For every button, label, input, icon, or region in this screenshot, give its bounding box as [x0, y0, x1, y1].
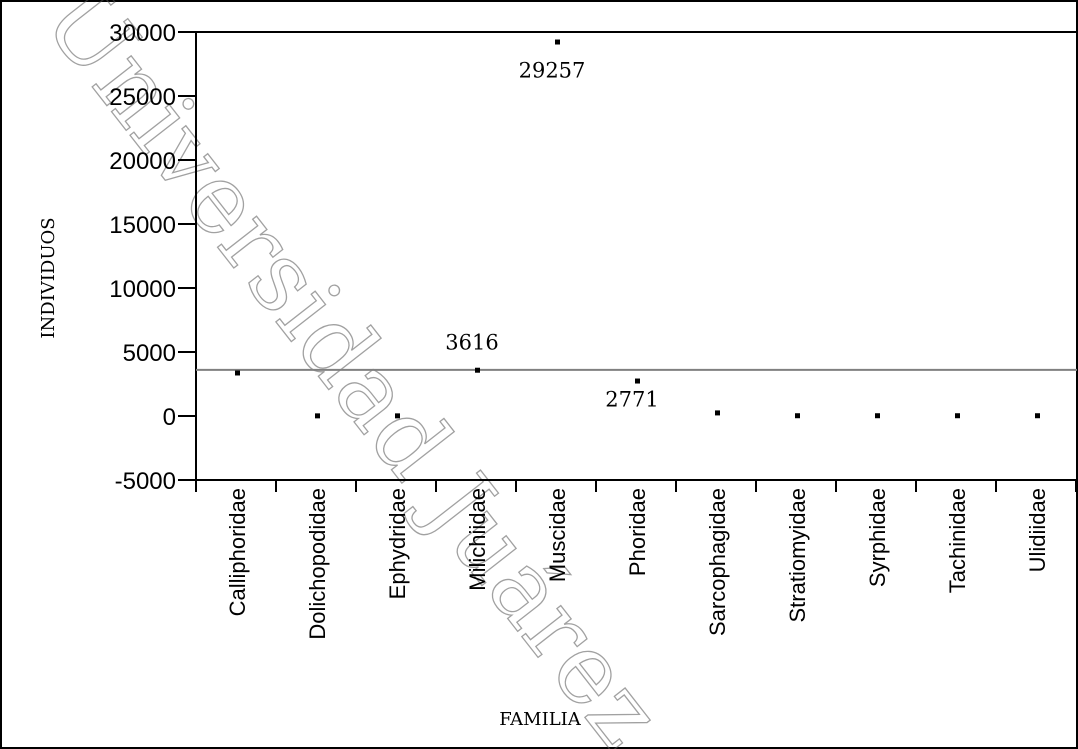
- y-tick-label: 5000: [123, 340, 176, 367]
- x-tick-label: Dolichopodidae: [305, 488, 330, 640]
- data-labels: 3616 29257 2771: [445, 59, 658, 412]
- data-point: [875, 413, 880, 419]
- x-tick-label: Syrphidae: [865, 488, 890, 587]
- x-tick-label: Muscidae: [545, 488, 570, 582]
- x-tick-label: Milichiidae: [465, 488, 490, 591]
- x-tick-label: Ulidiidae: [1025, 488, 1050, 572]
- data-points: [235, 39, 1040, 419]
- data-point: [955, 413, 960, 419]
- y-tick-label: 15000: [109, 212, 176, 239]
- y-tick-label: -5000: [115, 468, 176, 495]
- y-axis-label: INDIVIDUOS: [38, 217, 59, 338]
- x-tick-label: Phoridae: [625, 488, 650, 576]
- x-tick-label: Tachinidae: [945, 488, 970, 593]
- x-tick-label: Calliphoridae: [225, 488, 250, 616]
- data-point: [315, 413, 320, 419]
- x-tick-label: Ephydridae: [385, 488, 410, 599]
- data-point: [635, 378, 640, 384]
- y-tick-label: 30000: [109, 20, 176, 47]
- data-point: [475, 367, 480, 373]
- y-tick-label: 0: [163, 404, 176, 431]
- y-tick-label: 20000: [109, 148, 176, 175]
- data-point: [1035, 413, 1040, 419]
- data-point: [235, 370, 240, 376]
- x-axis-label: FAMILIA: [499, 709, 582, 730]
- x-tick-label: Stratiomyidae: [785, 488, 810, 623]
- data-point: [715, 410, 720, 416]
- data-point: [555, 39, 560, 45]
- plot-area: [195, 31, 1078, 481]
- x-tick-label: Sarcophagidae: [705, 488, 730, 636]
- data-label: 2771: [605, 388, 658, 412]
- y-axis: -5000 0 5000 10000 15000 20000 25000 30000: [109, 20, 196, 495]
- y-tick-label: 10000: [109, 276, 176, 303]
- y-tick-label: 25000: [109, 84, 176, 111]
- data-label: 29257: [519, 59, 586, 83]
- data-point: [795, 413, 800, 419]
- data-point: [395, 413, 400, 419]
- data-label: 3616: [445, 331, 498, 355]
- x-axis: Calliphoridae Dolichopodidae Ephydridae Mil…: [195, 480, 1077, 640]
